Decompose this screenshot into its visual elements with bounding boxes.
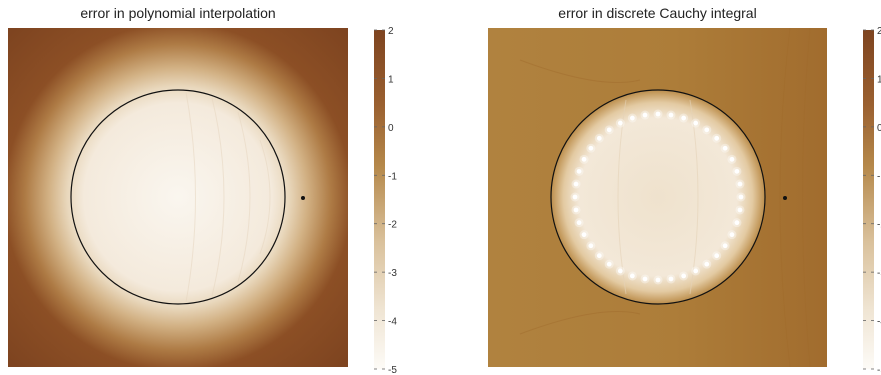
right-colorbar-tick-label: 2 [877, 26, 881, 37]
quadrature-node [617, 268, 623, 274]
quadrature-node [704, 127, 710, 133]
quadrature-node [737, 181, 743, 187]
right-quadrature-nodes [570, 109, 746, 285]
quadrature-node [576, 220, 582, 226]
left-colorbar-ticks: 2 1 0 -1 -2 -3 -4 -5 [374, 26, 397, 375]
left-colorbar-strip [374, 30, 385, 369]
quadrature-node [737, 207, 743, 213]
right-colorbar-tick-label: -5 [877, 365, 881, 375]
quadrature-node [588, 243, 594, 249]
right-disk [551, 90, 765, 304]
left-colorbar-tick-label: -3 [388, 268, 397, 279]
quadrature-node [576, 168, 582, 174]
quadrature-node [596, 253, 602, 259]
quadrature-node [668, 276, 674, 282]
quadrature-node [581, 232, 587, 238]
quadrature-node [629, 115, 635, 121]
left-colorbar: 2 1 0 -1 -2 -3 -4 -5 [374, 26, 397, 375]
quadrature-node [714, 253, 720, 259]
left-colorbar-tick-label: 2 [388, 26, 394, 37]
quadrature-node [588, 145, 594, 151]
quadrature-node [704, 261, 710, 267]
quadrature-node [655, 277, 661, 283]
left-colorbar-tick-label: -5 [388, 365, 397, 375]
left-heatmap [8, 28, 348, 367]
left-colorbar-tick-label: 1 [388, 74, 394, 85]
right-colorbar-ticks: 2 1 0 -1 -2 -3 -4 -5 [863, 26, 881, 375]
quadrature-node [729, 232, 735, 238]
left-colorbar-tick-label: -2 [388, 220, 397, 231]
right-colorbar: 2 1 0 -1 -2 -3 -4 -5 [863, 26, 881, 375]
quadrature-node [642, 112, 648, 118]
left-colorbar-tick-label: -4 [388, 317, 397, 328]
left-colorbar-tick-label: -1 [388, 171, 397, 182]
quadrature-node [734, 220, 740, 226]
right-unit-circle [550, 89, 766, 305]
left-heatmap-field [8, 28, 348, 367]
quadrature-node [714, 135, 720, 141]
quadrature-node [606, 261, 612, 267]
quadrature-node [668, 112, 674, 118]
quadrature-node [655, 111, 661, 117]
left-colorbar-tick-label: 0 [388, 123, 394, 134]
quadrature-node [729, 156, 735, 162]
right-colorbar-tick-label: -1 [877, 171, 881, 182]
right-colorbar-tick-label: -2 [877, 220, 881, 231]
quadrature-node [738, 194, 744, 200]
quadrature-node [596, 135, 602, 141]
left-singularity-point [301, 196, 305, 200]
right-colorbar-tick-label: -4 [877, 317, 881, 328]
quadrature-node [693, 120, 699, 126]
quadrature-node [681, 115, 687, 121]
quadrature-node [572, 194, 578, 200]
quadrature-node [642, 276, 648, 282]
quadrature-node [573, 181, 579, 187]
quadrature-node [734, 168, 740, 174]
quadrature-node [573, 207, 579, 213]
right-colorbar-strip [863, 30, 874, 369]
quadrature-node [693, 268, 699, 274]
quadrature-node [629, 273, 635, 279]
right-colorbar-tick-label: 0 [877, 123, 881, 134]
right-colorbar-tick-label: 1 [877, 74, 881, 85]
quadrature-node [606, 127, 612, 133]
quadrature-node [617, 120, 623, 126]
quadrature-node [581, 156, 587, 162]
quadrature-node [681, 273, 687, 279]
right-colorbar-tick-label: -3 [877, 268, 881, 279]
right-plot-title: error in discrete Cauchy integral [558, 5, 757, 21]
quadrature-node [722, 145, 728, 151]
left-contour-bands [185, 91, 271, 303]
left-unit-circle [70, 89, 286, 305]
right-heatmap [488, 28, 827, 367]
left-plot-title: error in polynomial interpolation [80, 5, 276, 21]
quadrature-node [722, 243, 728, 249]
right-singularity-point [783, 196, 787, 200]
right-background-contours [519, 28, 811, 367]
